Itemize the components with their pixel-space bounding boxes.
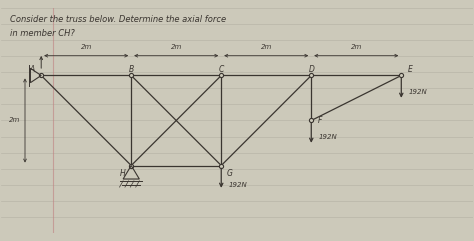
Text: 2m: 2m bbox=[351, 44, 362, 50]
Text: G: G bbox=[227, 169, 233, 178]
Text: in member CH?: in member CH? bbox=[9, 29, 74, 38]
Text: B: B bbox=[128, 65, 134, 74]
Text: 192N: 192N bbox=[409, 89, 427, 95]
Text: E: E bbox=[408, 65, 412, 74]
Text: 2m: 2m bbox=[171, 44, 182, 50]
Text: A: A bbox=[30, 65, 35, 74]
Text: 2m: 2m bbox=[81, 44, 92, 50]
Text: 192N: 192N bbox=[228, 182, 247, 188]
Text: F: F bbox=[318, 116, 322, 125]
Text: 192N: 192N bbox=[319, 134, 337, 140]
Text: 2m: 2m bbox=[9, 118, 20, 123]
Text: D: D bbox=[308, 65, 314, 74]
Text: Consider the truss below. Determine the axial force: Consider the truss below. Determine the … bbox=[9, 15, 226, 24]
Text: H: H bbox=[120, 169, 126, 178]
Text: 2m: 2m bbox=[261, 44, 272, 50]
Text: C: C bbox=[219, 65, 224, 74]
